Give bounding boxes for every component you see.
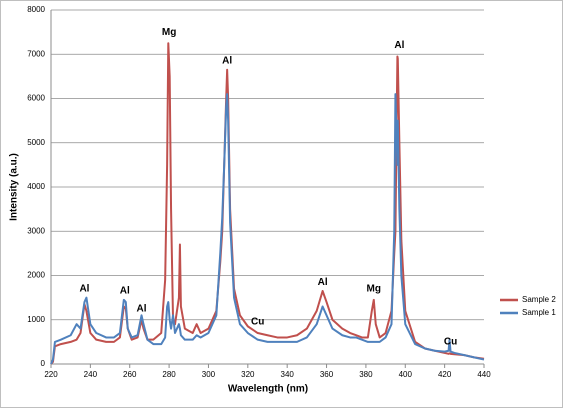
annotation: Al: [79, 283, 89, 294]
annotation: Mg: [162, 27, 176, 38]
y-tick-label: 7000: [27, 49, 45, 58]
y-tick-label: 8000: [27, 5, 45, 14]
legend-label: Sample 1: [522, 308, 556, 317]
x-tick-label: 420: [438, 370, 452, 379]
x-tick-label: 340: [281, 370, 295, 379]
x-tick-label: 400: [399, 370, 413, 379]
series-line: [50, 93, 485, 365]
y-tick-label: 0: [41, 359, 46, 368]
x-tick-label: 220: [44, 370, 58, 379]
series-line: [50, 42, 485, 365]
x-tick-label: 260: [123, 370, 137, 379]
y-tick-label: 1000: [27, 315, 45, 324]
annotation: Al: [120, 286, 130, 297]
x-tick-label: 440: [477, 370, 491, 379]
y-tick-label: 6000: [27, 94, 45, 103]
x-tick-label: 320: [241, 370, 255, 379]
legend-label: Sample 2: [522, 295, 556, 304]
x-tick-label: 380: [359, 370, 373, 379]
x-tick-label: 300: [202, 370, 216, 379]
x-axis-title: Wavelength (nm): [228, 384, 308, 395]
y-tick-label: 2000: [27, 271, 45, 280]
y-tick-label: 5000: [27, 138, 45, 147]
x-tick-label: 360: [320, 370, 334, 379]
annotation: Cu: [251, 317, 264, 328]
annotation: Mg: [367, 283, 381, 294]
y-axis-title: Intensity (a.u.): [9, 153, 20, 221]
annotation: Al: [394, 40, 404, 51]
y-tick-label: 4000: [27, 182, 45, 191]
annotation: Cu: [444, 337, 457, 348]
annotation: Al: [137, 303, 147, 314]
x-tick-label: 280: [162, 370, 176, 379]
annotation: Al: [222, 56, 232, 67]
x-tick-label: 240: [84, 370, 98, 379]
annotation: Al: [318, 277, 328, 288]
y-tick-label: 3000: [27, 226, 45, 235]
